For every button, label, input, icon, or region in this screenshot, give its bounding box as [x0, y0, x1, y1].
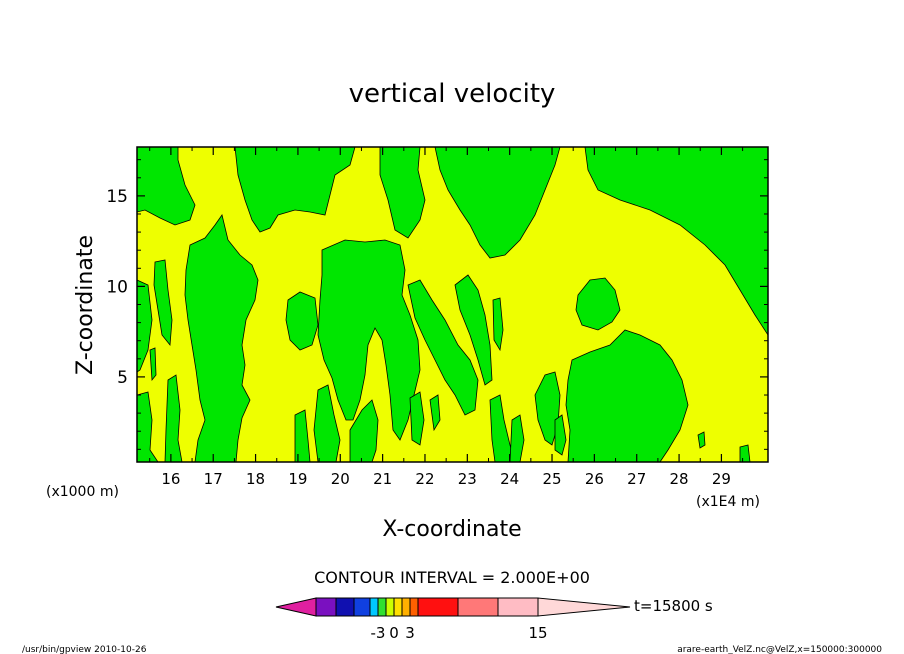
- footer-right: arare-earth_VelZ.nc@VelZ,x=150000:300000: [677, 645, 882, 654]
- colorbar-segment: [401, 597, 411, 617]
- x-tick-label: 16: [161, 470, 180, 488]
- colorbar-segment: [393, 597, 403, 617]
- downdraft-region: [313, 384, 341, 462]
- colorbar-segment: [385, 597, 395, 617]
- downdraft-region: [739, 444, 751, 462]
- x-tick-label: 25: [542, 470, 561, 488]
- x-axis-unit: (x1000 m): [46, 484, 119, 500]
- downdraft-region: [349, 399, 379, 462]
- colorbar-tick-label: 3: [405, 624, 415, 642]
- colorbar-tick-label: 15: [528, 624, 547, 642]
- downdraft-region: [409, 391, 425, 446]
- x-axis-multiplier: (x1E4 m): [696, 494, 760, 510]
- colorbar-segment: [335, 597, 355, 617]
- colorbar-tick-label: 0: [389, 624, 399, 642]
- y-axis-ticks: 5 10 15: [106, 159, 768, 450]
- colorbar-segment: [377, 597, 387, 617]
- downdraft-region: [575, 277, 621, 331]
- colorbar-segment: [417, 597, 459, 617]
- downdraft-region: [149, 347, 157, 382]
- y-tick-label: 5: [117, 368, 128, 388]
- downdraft-region: [317, 239, 421, 441]
- downdraft-regions: [137, 147, 768, 462]
- downdraft-region: [584, 147, 768, 336]
- y-tick-label: 15: [106, 187, 128, 207]
- downdraft-region: [434, 147, 561, 259]
- downdraft-region: [184, 214, 259, 462]
- x-tick-label: 19: [288, 470, 307, 488]
- downdraft-region: [137, 279, 153, 373]
- x-axis-ticks: 16 17 18 19 20 21 22 23 24 25 26 27 28 29: [149, 147, 744, 488]
- x-tick-label: 22: [415, 470, 434, 488]
- x-tick-label: 27: [627, 470, 646, 488]
- downdraft-region: [509, 414, 525, 462]
- x-tick-label: 17: [204, 470, 223, 488]
- x-tick-label: 24: [500, 470, 519, 488]
- downdraft-region: [137, 147, 196, 226]
- downdraft-region: [554, 414, 567, 456]
- chart-title: vertical velocity: [349, 79, 556, 109]
- x-tick-label: 21: [373, 470, 392, 488]
- colorbar-tick-labels: -3 0 3 15: [371, 624, 548, 642]
- colorbar-segment: [315, 597, 337, 617]
- colorbar-segment: [369, 597, 379, 617]
- downdraft-region: [285, 291, 319, 351]
- x-tick-label: 20: [331, 470, 350, 488]
- x-tick-label: 29: [712, 470, 731, 488]
- contour-interval: CONTOUR INTERVAL = 2.000E+00: [314, 568, 590, 587]
- downdraft-region: [407, 279, 479, 416]
- downdraft-region: [565, 329, 689, 462]
- downdraft-region: [454, 274, 493, 386]
- colorbar: [275, 597, 631, 617]
- downdraft-region: [153, 259, 173, 347]
- x-tick-label: 23: [458, 470, 477, 488]
- downdraft-region: [379, 147, 426, 239]
- y-tick-label: 10: [106, 277, 128, 297]
- colorbar-high-arrow: [537, 597, 631, 617]
- colorbar-segment: [457, 597, 499, 617]
- x-tick-label: 18: [246, 470, 265, 488]
- colorbar-tick-label: -3: [371, 624, 386, 642]
- downdraft-region: [492, 297, 504, 352]
- colorbar-segment: [497, 597, 539, 617]
- footer-left: /usr/bin/gpview 2010-10-26: [22, 645, 147, 654]
- x-tick-label: 28: [670, 470, 689, 488]
- x-tick-label: 26: [585, 470, 604, 488]
- y-axis-label: Z-coordinate: [73, 235, 98, 375]
- downdraft-region: [294, 409, 311, 462]
- colorbar-low-arrow: [275, 597, 317, 617]
- colorbar-segment: [353, 597, 371, 617]
- downdraft-region: [137, 391, 159, 462]
- downdraft-region: [429, 394, 441, 432]
- time-label: t=15800 s: [634, 597, 713, 615]
- downdraft-region: [234, 147, 356, 233]
- colorbar-segment: [409, 597, 419, 617]
- plot-area: 16 17 18 19 20 21 22 23 24 25 26 27 28 29 5 10 15: [106, 146, 769, 488]
- x-axis-label: X-coordinate: [382, 517, 521, 542]
- downdraft-region: [697, 431, 706, 449]
- downdraft-region: [164, 374, 183, 462]
